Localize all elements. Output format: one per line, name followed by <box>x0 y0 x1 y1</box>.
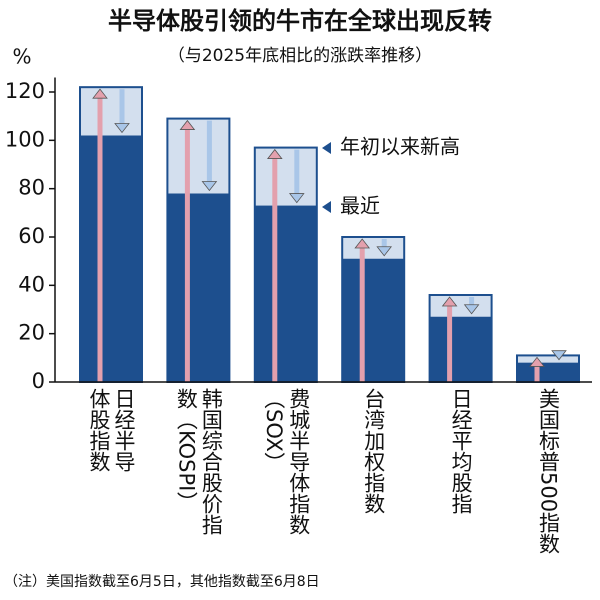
y-tick-label: 100 <box>5 127 45 151</box>
fall-arrow-head <box>114 123 130 134</box>
fall-arrow-head <box>463 304 480 315</box>
y-tick-label: 20 <box>18 321 45 345</box>
bar-recent <box>517 362 579 382</box>
y-tick-label: 120 <box>5 79 45 103</box>
fall-arrow-head <box>376 246 393 257</box>
x-tick-label: 台湾加权指数 <box>361 388 386 514</box>
y-axis-label: % <box>12 45 31 69</box>
y-tick-label: 60 <box>18 224 45 248</box>
rise-arrow-head <box>92 88 108 99</box>
note: （注）美国指数截至6月5日，其他指数截至6月8日 <box>4 574 320 590</box>
bar-recent <box>80 135 142 382</box>
fall-arrow-head <box>551 350 567 361</box>
bar-recent <box>254 205 317 382</box>
legend-pointer <box>322 142 331 154</box>
chart-subtitle: （与2025年底相比的涨跌率推移） <box>168 46 432 66</box>
x-tick-label: 费城半导体指数（SOX） <box>261 388 311 535</box>
bar-recent <box>342 258 405 382</box>
chart-title: 半导体股引领的牛市在全球出现反转 <box>108 7 492 35</box>
bar-recent <box>429 316 492 382</box>
rise-arrow-head <box>441 296 458 307</box>
y-tick-label: 80 <box>18 176 45 200</box>
legend-pointer <box>322 201 331 213</box>
y-tick-label: 0 <box>32 369 45 393</box>
rise-arrow-head <box>266 148 283 159</box>
y-tick-label: 40 <box>18 272 45 296</box>
rise-arrow-head <box>354 238 371 249</box>
fall-arrow-head <box>288 193 305 204</box>
x-tick-label: 美国标普500指数 <box>536 388 561 555</box>
rise-arrow-head <box>529 356 545 367</box>
x-tick-label: 韩国综合股价指数（KOSPI） <box>174 388 224 535</box>
x-tick-label: 日经半导体股指数 <box>87 388 136 472</box>
x-tick-label: 日经平均股指 <box>449 388 474 514</box>
fall-arrow-head <box>201 181 218 192</box>
legend-label: 最近 <box>340 194 380 218</box>
legend-label: 年初以来新高 <box>340 135 460 159</box>
bar-recent <box>167 193 230 382</box>
rise-arrow-head <box>179 119 196 130</box>
